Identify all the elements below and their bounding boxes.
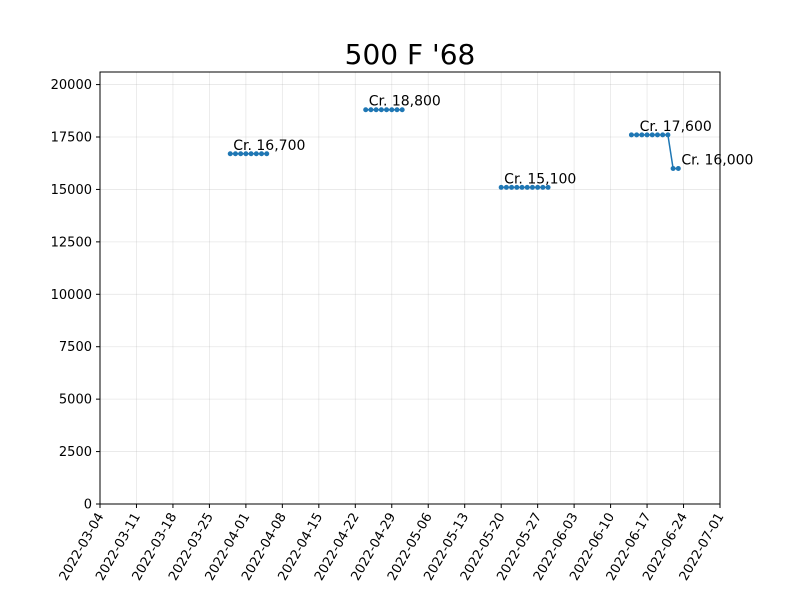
data-point bbox=[232, 151, 238, 157]
data-point bbox=[368, 107, 374, 113]
annotation-label: Cr. 16,000 bbox=[681, 152, 753, 168]
y-tick-label: 20000 bbox=[51, 78, 92, 93]
data-point bbox=[644, 132, 650, 138]
y-tick-label: 2500 bbox=[59, 445, 92, 460]
data-point bbox=[384, 107, 390, 113]
data-point bbox=[363, 107, 369, 113]
data-point bbox=[654, 132, 660, 138]
data-point bbox=[248, 151, 254, 157]
data-point bbox=[264, 151, 270, 157]
data-point bbox=[378, 107, 384, 113]
data-point bbox=[253, 151, 259, 157]
data-point bbox=[519, 184, 525, 190]
data-point bbox=[514, 184, 520, 190]
data-point bbox=[509, 184, 515, 190]
annotation-label: Cr. 17,600 bbox=[640, 119, 712, 135]
grid bbox=[99, 72, 721, 505]
annotations: Cr. 16,700 Cr. 18,800 Cr. 15,100 Cr. 17,600… bbox=[233, 94, 753, 188]
y-tick-label: 7500 bbox=[59, 340, 92, 355]
data-point bbox=[227, 151, 233, 157]
x-axis: 2022-03-042022-03-112022-03-182022-03-25… bbox=[57, 504, 727, 583]
data-point bbox=[259, 151, 265, 157]
data-point bbox=[660, 132, 666, 138]
data-point bbox=[535, 184, 541, 190]
data-point bbox=[628, 132, 634, 138]
y-tick-label: 17500 bbox=[51, 131, 92, 146]
data-point bbox=[529, 184, 535, 190]
data-point bbox=[634, 132, 640, 138]
chart-title: 500 F '68 bbox=[345, 38, 476, 71]
annotation-label: Cr. 16,700 bbox=[233, 138, 305, 154]
data-point bbox=[540, 184, 546, 190]
data-point bbox=[665, 132, 671, 138]
y-tick-label: 0 bbox=[84, 498, 92, 513]
y-tick-label: 15000 bbox=[51, 183, 92, 198]
data-point bbox=[373, 107, 379, 113]
data-point bbox=[389, 107, 395, 113]
y-tick-label: 10000 bbox=[51, 288, 92, 303]
data-points bbox=[227, 107, 681, 190]
data-point bbox=[675, 165, 681, 171]
data-point bbox=[238, 151, 244, 157]
data-point bbox=[545, 184, 551, 190]
plot-frame bbox=[99, 71, 721, 505]
y-tick-label: 5000 bbox=[59, 393, 92, 408]
annotation-label: Cr. 15,100 bbox=[504, 171, 576, 187]
data-point bbox=[649, 132, 655, 138]
data-point bbox=[394, 107, 400, 113]
series-segment-4 bbox=[631, 134, 679, 170]
data-point bbox=[399, 107, 405, 113]
data-point bbox=[639, 132, 645, 138]
data-point bbox=[498, 184, 504, 190]
y-tick-label: 12500 bbox=[51, 235, 92, 250]
data-point bbox=[524, 184, 530, 190]
annotation-label: Cr. 18,800 bbox=[369, 94, 441, 110]
data-point bbox=[670, 165, 676, 171]
y-axis: 0 2500 5000 7500 10000 12500 15000 17500 20000 bbox=[51, 78, 100, 513]
data-point bbox=[243, 151, 249, 157]
data-point bbox=[503, 184, 509, 190]
